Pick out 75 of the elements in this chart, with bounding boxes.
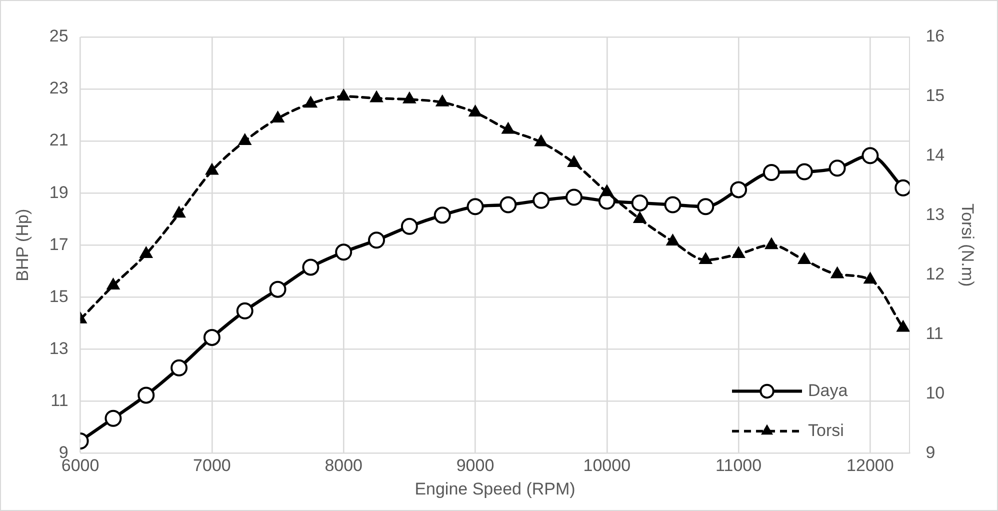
y2-tick-label: 15 (926, 86, 945, 106)
point (633, 211, 646, 223)
y-tick-label: 21 (49, 130, 68, 150)
point (565, 188, 582, 206)
point (104, 410, 122, 427)
point (762, 164, 780, 182)
point (434, 206, 451, 224)
point (666, 234, 680, 246)
point (864, 272, 877, 284)
y-tick-label: 19 (49, 182, 68, 202)
point (269, 280, 286, 298)
y-tick-label: 15 (49, 286, 68, 306)
x-axis-title: Engine Speed (RPM) (414, 479, 576, 498)
y2-tick-label: 16 (926, 26, 945, 46)
legend-label: Torsi (808, 420, 844, 440)
x-tick-label: 7000 (193, 456, 231, 476)
point (764, 238, 778, 250)
point (172, 206, 186, 218)
y-axis-title: BHP (Hp) (12, 208, 32, 282)
point (796, 163, 813, 180)
point (730, 181, 748, 198)
point (335, 244, 352, 261)
point (203, 328, 220, 346)
point (138, 386, 155, 404)
point (896, 320, 910, 332)
point (502, 122, 515, 134)
y2-tick-label: 13 (926, 205, 945, 224)
x-tick-label: 9000 (456, 456, 494, 476)
point (534, 134, 548, 146)
y-tick-label: 11 (50, 390, 68, 410)
x-tick-label: 10000 (583, 456, 631, 476)
y-tick-label: 13 (49, 338, 68, 358)
point (170, 359, 188, 376)
point (436, 94, 449, 106)
y2-tick-label: 9 (926, 442, 936, 462)
point (368, 232, 386, 249)
point (828, 160, 846, 177)
point (732, 246, 746, 258)
legend-label: Daya (808, 380, 848, 400)
x-tick-label: 12000 (846, 456, 894, 476)
point (664, 196, 682, 214)
y2-tick-label: 11 (926, 324, 944, 343)
point (370, 90, 384, 102)
point (400, 218, 418, 235)
point (205, 163, 219, 175)
point (304, 96, 318, 108)
point (532, 192, 550, 209)
y2-tick-label: 10 (926, 383, 945, 402)
point (862, 147, 879, 164)
x-tick-label: 11000 (716, 456, 762, 476)
point (830, 266, 844, 278)
point (236, 302, 254, 320)
point (699, 252, 712, 264)
y-tick-label: 25 (49, 26, 68, 46)
x-tick-label: 8000 (324, 456, 363, 476)
point (468, 105, 482, 117)
point (402, 92, 416, 104)
point (466, 198, 484, 216)
point (697, 198, 714, 216)
point (302, 258, 320, 276)
point (567, 156, 581, 168)
point (600, 184, 614, 196)
point (337, 88, 350, 100)
point (271, 110, 284, 122)
point (500, 196, 517, 214)
y-tick-label: 17 (49, 234, 68, 254)
point (631, 194, 648, 212)
y-tick-label: 23 (49, 78, 68, 98)
y2-tick-label: 12 (926, 264, 945, 284)
y2-axis-title: Torsi (N.m) (958, 204, 978, 287)
point (798, 252, 811, 264)
point (238, 134, 252, 146)
point (140, 246, 153, 258)
point (106, 278, 120, 290)
y2-tick-label: 14 (926, 146, 945, 165)
